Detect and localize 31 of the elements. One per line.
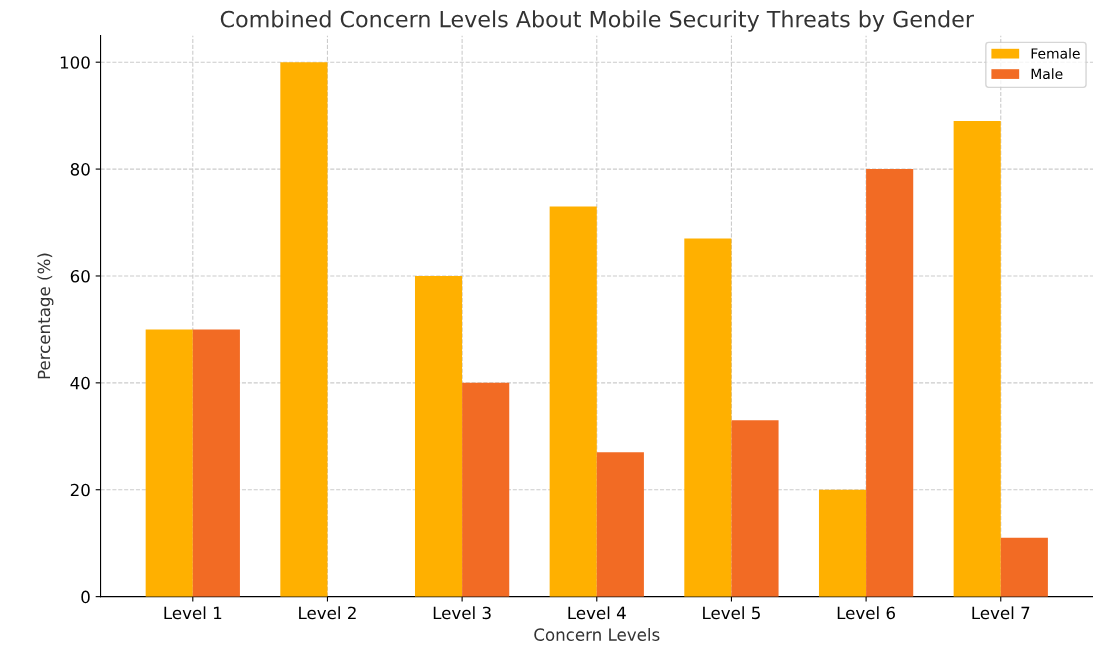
legend-label: Female [1031,47,1080,59]
bar [280,62,328,597]
x-tick-label: Level 4 [568,606,626,620]
bar [818,489,867,597]
x-tick-label: Level 7 [972,606,1030,620]
chart-title: Combined Concern Levels About Mobile Security Threats by Gender [220,10,974,32]
legend-label: Male [1031,68,1063,80]
y-tick-label: 60 [70,269,90,283]
x-axis-title: Concern Levels [534,628,660,641]
y-axis-title: Percentage (%) [37,253,54,379]
bar [731,420,779,597]
y-tick-label: 40 [70,376,90,390]
x-tick-label: Level 2 [299,606,356,620]
bar [684,238,732,597]
bar [953,120,1001,597]
bar [192,329,240,597]
bar [866,169,914,597]
bar [596,452,644,597]
bar [414,275,463,597]
bar [462,382,510,597]
bar [1000,537,1048,597]
x-tick-label: Level 5 [703,606,760,620]
x-tick-label: Level 1 [164,606,222,620]
y-tick-label: 100 [60,56,90,69]
y-tick-label: 80 [70,163,90,176]
x-tick-label: Level 6 [837,606,895,620]
x-tick-label: Level 3 [433,606,491,620]
bar [549,206,597,597]
y-tick-label: 20 [70,483,90,497]
bar [145,329,193,597]
y-tick-label: 0 [81,590,90,604]
